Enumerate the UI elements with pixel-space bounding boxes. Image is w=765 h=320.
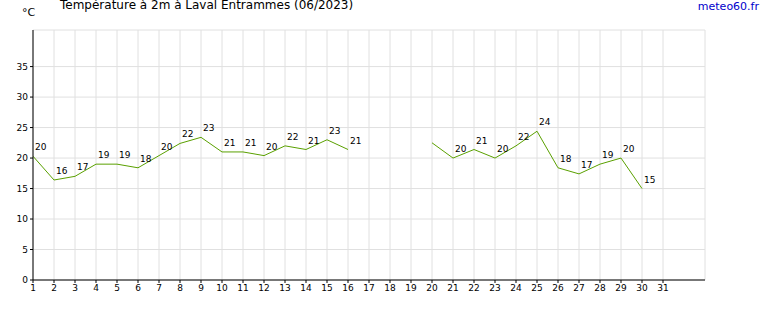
svg-text:8: 8	[177, 283, 183, 293]
html-text:meteo60.fr: meteo60.fr	[697, 0, 759, 13]
svg-text:0: 0	[22, 275, 28, 285]
svg-text:22: 22	[287, 132, 298, 142]
svg-text:2: 2	[51, 283, 57, 293]
svg-text:15: 15	[321, 283, 332, 293]
svg-text:31: 31	[657, 283, 668, 293]
svg-text:10: 10	[216, 283, 228, 293]
svg-text:21: 21	[350, 136, 361, 146]
svg-text:20: 20	[623, 144, 635, 154]
svg-text:3: 3	[72, 283, 78, 293]
svg-text:25: 25	[531, 283, 542, 293]
svg-text:20: 20	[497, 144, 509, 154]
svg-text:19: 19	[119, 150, 131, 160]
svg-text:18: 18	[140, 154, 152, 164]
svg-text:18: 18	[384, 283, 396, 293]
svg-text:9: 9	[198, 283, 204, 293]
svg-text:21: 21	[308, 136, 319, 146]
svg-text:13: 13	[279, 283, 290, 293]
svg-text:6: 6	[135, 283, 141, 293]
svg-text:17: 17	[363, 283, 374, 293]
svg-text:18: 18	[560, 154, 572, 164]
svg-text:30: 30	[17, 92, 29, 102]
svg-text:16: 16	[56, 166, 68, 176]
svg-text:21: 21	[476, 136, 487, 146]
svg-text:21: 21	[447, 283, 458, 293]
svg-text:22: 22	[518, 132, 529, 142]
svg-text:23: 23	[329, 126, 340, 136]
svg-text:20: 20	[35, 142, 47, 152]
svg-text:28: 28	[594, 283, 606, 293]
svg-text:22: 22	[182, 129, 193, 139]
svg-text:20: 20	[17, 153, 29, 163]
svg-text:5: 5	[22, 245, 28, 255]
svg-text:5: 5	[114, 283, 120, 293]
svg-text:21: 21	[224, 138, 235, 148]
svg-text:10: 10	[17, 214, 29, 224]
svg-text:19: 19	[602, 150, 614, 160]
svg-text:23: 23	[203, 123, 214, 133]
svg-text:20: 20	[426, 283, 438, 293]
svg-text:16: 16	[342, 283, 354, 293]
svg-text:17: 17	[581, 160, 592, 170]
svg-text:22: 22	[468, 283, 479, 293]
svg-text:23: 23	[489, 283, 500, 293]
svg-text:24: 24	[539, 117, 551, 127]
svg-text:24: 24	[510, 283, 522, 293]
svg-text:27: 27	[573, 283, 584, 293]
svg-text:7: 7	[156, 283, 162, 293]
svg-text:30: 30	[636, 283, 648, 293]
svg-text:25: 25	[17, 123, 28, 133]
html-text:°C: °C	[22, 6, 36, 19]
svg-text:20: 20	[266, 142, 278, 152]
svg-text:17: 17	[77, 162, 88, 172]
svg-text:12: 12	[258, 283, 269, 293]
svg-text:14: 14	[300, 283, 312, 293]
svg-text:1: 1	[30, 283, 36, 293]
svg-text:15: 15	[17, 184, 28, 194]
svg-text:35: 35	[17, 62, 28, 72]
svg-text:19: 19	[98, 150, 110, 160]
svg-text:20: 20	[455, 144, 467, 154]
svg-text:20: 20	[161, 142, 173, 152]
svg-text:19: 19	[405, 283, 417, 293]
svg-text:11: 11	[237, 283, 248, 293]
svg-text:21: 21	[245, 138, 256, 148]
svg-text:29: 29	[615, 283, 627, 293]
svg-text:15: 15	[644, 175, 655, 185]
svg-text:26: 26	[552, 283, 564, 293]
svg-text:4: 4	[93, 283, 99, 293]
